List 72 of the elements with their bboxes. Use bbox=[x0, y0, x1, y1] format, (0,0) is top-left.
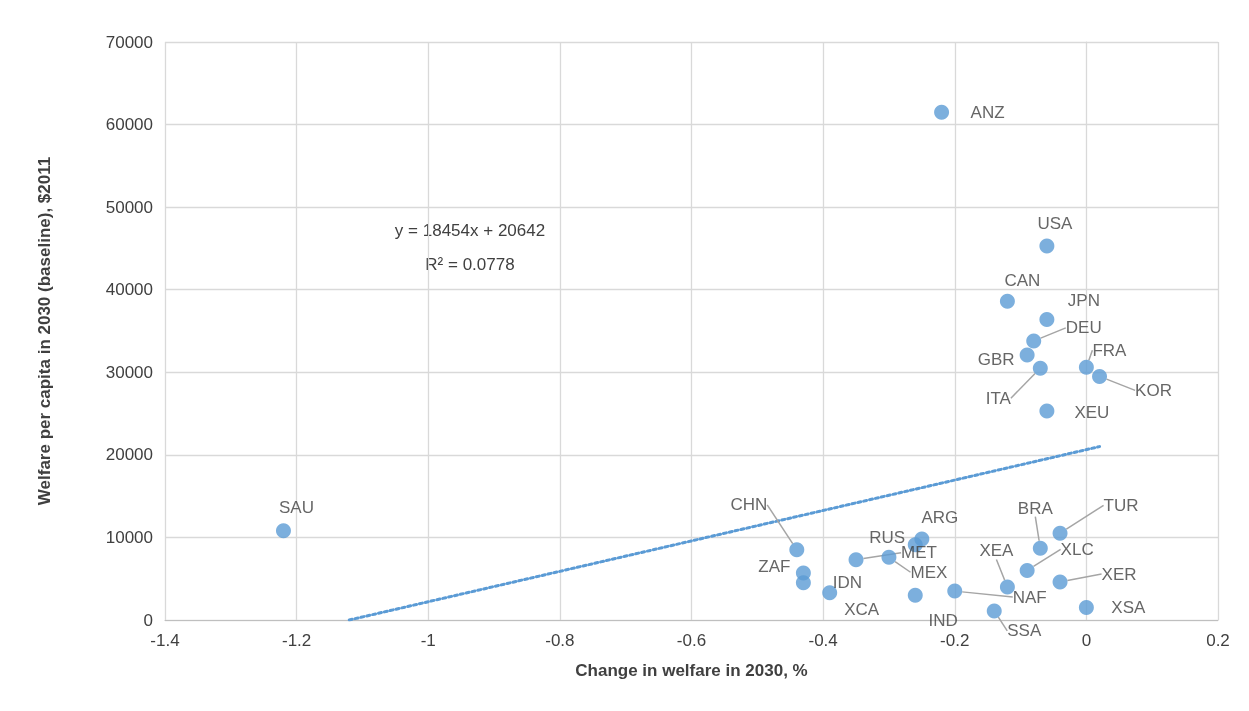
data-label: TUR bbox=[1103, 495, 1139, 515]
x-axis-title: Change in welfare in 2030, % bbox=[575, 661, 808, 680]
point bbox=[986, 603, 1002, 619]
x-tick-label: -0.6 bbox=[676, 631, 707, 650]
data-label: USA bbox=[1037, 214, 1074, 234]
point bbox=[1052, 574, 1068, 590]
point bbox=[999, 579, 1015, 595]
data-label: FRA bbox=[1092, 340, 1128, 360]
data-label: DEU bbox=[1065, 318, 1102, 338]
data-label: JPN bbox=[1067, 290, 1100, 310]
point bbox=[1032, 360, 1048, 376]
point bbox=[1019, 347, 1035, 363]
point bbox=[1019, 562, 1035, 578]
data-label: ARG bbox=[921, 507, 959, 527]
data-label: BRA bbox=[1017, 498, 1054, 518]
y-tick-label: 70000 bbox=[105, 32, 153, 52]
point bbox=[848, 552, 864, 568]
point bbox=[1032, 540, 1048, 556]
data-label: ZAF bbox=[758, 557, 791, 577]
point bbox=[1026, 333, 1042, 349]
point bbox=[947, 583, 963, 599]
data-label: XEU bbox=[1074, 402, 1110, 422]
annotation: R² = 0.0778 bbox=[425, 255, 515, 274]
point bbox=[795, 575, 811, 591]
y-tick-label: 30000 bbox=[105, 362, 153, 382]
point bbox=[1039, 238, 1055, 254]
data-label: CHN bbox=[730, 495, 768, 515]
data-label: XSA bbox=[1111, 598, 1147, 618]
y-tick-label: 50000 bbox=[105, 197, 153, 217]
y-tick-label: 10000 bbox=[105, 527, 153, 547]
y-tick-label: 40000 bbox=[105, 280, 153, 300]
data-label: XCA bbox=[844, 600, 880, 620]
data-label: SSA bbox=[1007, 621, 1042, 641]
x-tick-label: -1.4 bbox=[150, 631, 180, 650]
data-label: IDN bbox=[832, 573, 863, 593]
data-label: XEA bbox=[979, 541, 1015, 561]
point bbox=[1078, 359, 1094, 375]
data-label: KOR bbox=[1135, 380, 1172, 400]
data-label: ANZ bbox=[970, 102, 1005, 122]
x-tick-label: 0.2 bbox=[1206, 631, 1230, 650]
data-label: XER bbox=[1101, 564, 1137, 584]
point bbox=[907, 587, 923, 603]
point bbox=[1039, 403, 1055, 419]
y-tick-label: 0 bbox=[143, 610, 153, 630]
data-label: GBR bbox=[977, 350, 1015, 370]
data-label: ITA bbox=[985, 388, 1012, 408]
point bbox=[999, 293, 1015, 309]
x-tick-label: -0.8 bbox=[545, 631, 575, 650]
data-label: CAN bbox=[1004, 270, 1041, 290]
x-tick-label: -0.2 bbox=[940, 631, 970, 650]
x-tick-label: -1 bbox=[420, 631, 436, 650]
y-tick-label: 20000 bbox=[105, 445, 153, 465]
x-tick-label: 0 bbox=[1081, 631, 1092, 650]
data-label: XLC bbox=[1060, 539, 1094, 559]
data-label: MET bbox=[901, 543, 937, 563]
point bbox=[914, 531, 930, 547]
y-axis-title: Welfare per capita in 2030 (baseline), $2011 bbox=[35, 156, 54, 506]
point bbox=[789, 542, 805, 558]
data-label: IND bbox=[928, 610, 958, 630]
x-tick-label: -0.4 bbox=[808, 631, 838, 650]
point bbox=[1052, 525, 1068, 541]
point bbox=[1039, 311, 1055, 327]
y-tick-label: 60000 bbox=[105, 115, 153, 135]
data-label: SAU bbox=[278, 498, 314, 518]
data-label: MEX bbox=[910, 562, 948, 582]
data-label: NAF bbox=[1012, 587, 1047, 607]
point bbox=[1092, 368, 1108, 384]
point bbox=[275, 523, 291, 539]
x-tick-label: -1.2 bbox=[281, 631, 312, 650]
point bbox=[1078, 600, 1094, 616]
point bbox=[881, 549, 897, 565]
point bbox=[934, 104, 950, 120]
